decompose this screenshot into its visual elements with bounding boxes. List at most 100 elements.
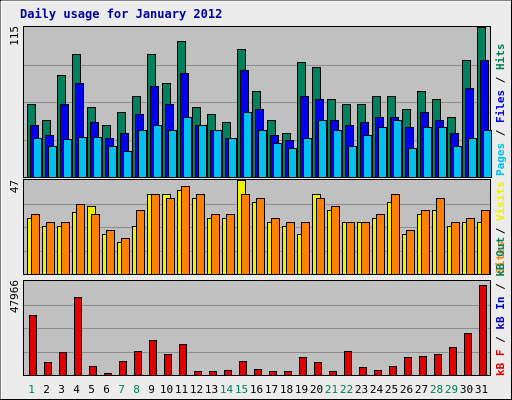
bar-kb-f-day-6 bbox=[104, 373, 112, 376]
bar-pages-day-2 bbox=[48, 146, 57, 178]
legend-sep-1: / bbox=[494, 123, 507, 143]
bar-sites-day-28 bbox=[436, 198, 445, 275]
bar-pages-day-27 bbox=[423, 127, 432, 178]
bar-kb-f-day-14 bbox=[224, 370, 232, 376]
bar-pages-day-18 bbox=[288, 148, 297, 178]
bar-kb-f-day-29 bbox=[449, 347, 457, 376]
bar-sites-day-5 bbox=[91, 214, 100, 275]
bar-kb-f-day-31 bbox=[479, 285, 487, 376]
legend-middle: Sites / Visits bbox=[494, 181, 507, 274]
bar-sites-day-13 bbox=[211, 214, 220, 275]
bar-pages-day-29 bbox=[453, 146, 462, 178]
bar-pages-day-31 bbox=[483, 130, 492, 178]
legend-sites: Sites bbox=[494, 241, 507, 274]
bar-sites-day-11 bbox=[181, 186, 190, 275]
x-tick-label-day-18: 18 bbox=[280, 383, 293, 396]
bar-sites-day-7 bbox=[121, 238, 130, 275]
bar-pages-day-4 bbox=[78, 137, 87, 178]
bar-kb-f-day-23 bbox=[359, 367, 367, 376]
chart-title: Daily usage for January 2012 bbox=[20, 7, 222, 21]
bar-sites-day-8 bbox=[136, 210, 145, 275]
bars-layer bbox=[27, 27, 492, 376]
bar-kb-f-day-7 bbox=[119, 361, 127, 376]
bar-sites-day-4 bbox=[76, 204, 85, 275]
bar-pages-day-1 bbox=[33, 138, 42, 178]
svg-text:Pages / Files / Hits: Pages / Files / Hits bbox=[494, 44, 507, 177]
bar-sites-day-16 bbox=[256, 198, 265, 275]
bar-kb-f-day-3 bbox=[59, 352, 67, 376]
bar-sites-day-20 bbox=[316, 198, 325, 275]
y-max-label-middle: 47 bbox=[8, 180, 21, 193]
x-tick-label-day-24: 24 bbox=[370, 383, 384, 396]
legend-bottom: kB F / kB In / kB Out bbox=[494, 237, 507, 376]
x-tick-label-day-3: 3 bbox=[58, 383, 65, 396]
x-tick-label-day-29: 29 bbox=[445, 383, 458, 396]
legend-sep-5: / bbox=[494, 277, 507, 297]
legend-kb-in: kB In bbox=[494, 297, 507, 330]
x-tick-label-day-7: 7 bbox=[118, 383, 125, 396]
x-tick-label-day-5: 5 bbox=[88, 383, 95, 396]
svg-text:kB F / kB In / kB Out: kB F / kB In / kB Out bbox=[494, 237, 507, 376]
x-tick-label-day-14: 14 bbox=[220, 383, 234, 396]
bar-kb-f-day-17 bbox=[269, 371, 277, 376]
bar-pages-day-8 bbox=[138, 130, 147, 178]
legend-hits: Hits bbox=[494, 44, 507, 71]
bar-sites-day-2 bbox=[46, 222, 55, 275]
legend-kb-f: kB F bbox=[494, 350, 507, 377]
bar-kb-f-day-25 bbox=[389, 366, 397, 376]
bar-kb-f-day-28 bbox=[434, 354, 442, 376]
bar-sites-day-9 bbox=[151, 194, 160, 275]
bar-sites-day-29 bbox=[451, 222, 460, 275]
bar-pages-day-26 bbox=[408, 148, 417, 178]
bar-pages-day-13 bbox=[213, 130, 222, 178]
bar-pages-day-9 bbox=[153, 125, 162, 178]
bar-kb-f-day-8 bbox=[134, 351, 142, 376]
bar-sites-day-17 bbox=[271, 218, 280, 275]
x-tick-label-day-16: 16 bbox=[250, 383, 263, 396]
x-tick-label-day-19: 19 bbox=[295, 383, 308, 396]
x-tick-label-day-6: 6 bbox=[103, 383, 110, 396]
bar-kb-f-day-27 bbox=[419, 356, 427, 376]
bar-pages-day-28 bbox=[438, 127, 447, 178]
legend-pages: Pages bbox=[494, 143, 507, 176]
bar-kb-f-day-18 bbox=[284, 371, 292, 376]
bar-sites-day-1 bbox=[31, 214, 40, 275]
x-tick-label-day-23: 23 bbox=[355, 383, 368, 396]
y-max-label-bottom: 47966 bbox=[8, 280, 21, 313]
bar-sites-day-6 bbox=[106, 230, 115, 275]
bar-pages-day-6 bbox=[108, 146, 117, 178]
bar-pages-day-12 bbox=[198, 125, 207, 178]
bar-kb-f-day-9 bbox=[149, 340, 157, 376]
bar-pages-day-20 bbox=[318, 120, 327, 178]
x-axis-labels: 1 2 3 4 5 6 7 8 9 10 11 12 13 14 15 16 17 18 19 20 21 22 23 24 2… bbox=[28, 383, 488, 396]
bar-pages-day-19 bbox=[303, 138, 312, 178]
legend-sep-2: / bbox=[494, 70, 507, 90]
x-tick-label-day-31: 31 bbox=[475, 383, 488, 396]
bar-pages-day-23 bbox=[363, 135, 372, 178]
bar-kb-f-day-21 bbox=[329, 371, 337, 376]
x-tick-label-day-11: 11 bbox=[175, 383, 188, 396]
x-tick-label-day-10: 10 bbox=[160, 383, 173, 396]
y-max-label-top: 115 bbox=[8, 26, 21, 46]
bar-pages-day-21 bbox=[333, 130, 342, 178]
bar-kb-f-day-1 bbox=[29, 315, 37, 376]
bar-pages-day-30 bbox=[468, 138, 477, 178]
bar-kb-f-day-19 bbox=[299, 357, 307, 376]
bar-sites-day-3 bbox=[61, 222, 70, 275]
bar-sites-day-30 bbox=[466, 218, 475, 275]
bar-sites-day-12 bbox=[196, 194, 205, 275]
bar-sites-day-10 bbox=[166, 198, 175, 275]
bar-pages-day-10 bbox=[168, 130, 177, 178]
legend-sep-3: / bbox=[494, 221, 507, 241]
x-tick-label-day-21: 21 bbox=[325, 383, 338, 396]
bar-kb-f-day-5 bbox=[89, 366, 97, 376]
x-tick-label-day-15: 15 bbox=[235, 383, 248, 396]
bar-sites-day-15 bbox=[241, 194, 250, 275]
bar-sites-day-24 bbox=[376, 214, 385, 275]
bar-kb-f-day-2 bbox=[44, 362, 52, 376]
bar-kb-f-day-26 bbox=[404, 357, 412, 376]
legend-sep-4: / bbox=[494, 330, 507, 350]
bar-kb-f-day-22 bbox=[344, 351, 352, 376]
x-tick-label-day-27: 27 bbox=[415, 383, 428, 396]
